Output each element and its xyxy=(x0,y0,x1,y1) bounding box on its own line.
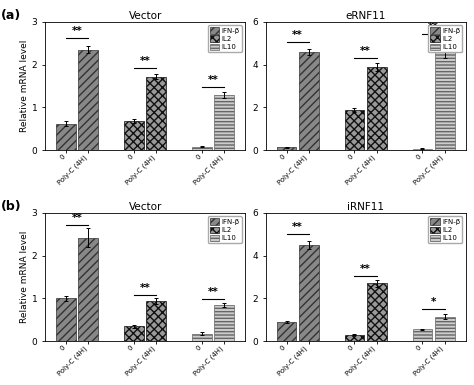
Text: **: ** xyxy=(292,223,303,233)
Legend: IFN-β, IL2, IL10: IFN-β, IL2, IL10 xyxy=(208,216,242,243)
Text: **: ** xyxy=(140,283,151,293)
Bar xyxy=(412,330,432,341)
Title: iRNF11: iRNF11 xyxy=(347,202,384,212)
Bar xyxy=(277,147,296,150)
Bar xyxy=(299,52,319,150)
Text: (a): (a) xyxy=(1,9,21,22)
Text: **: ** xyxy=(360,264,371,274)
Bar xyxy=(345,110,365,150)
Bar xyxy=(192,147,212,150)
Bar xyxy=(78,238,98,341)
Text: **: ** xyxy=(292,30,303,40)
Legend: IFN-β, IL2, IL10: IFN-β, IL2, IL10 xyxy=(428,25,462,52)
Legend: IFN-β, IL2, IL10: IFN-β, IL2, IL10 xyxy=(428,216,462,243)
Bar xyxy=(192,333,212,341)
Text: **: ** xyxy=(72,26,82,36)
Text: **: ** xyxy=(72,213,82,223)
Title: eRNF11: eRNF11 xyxy=(346,11,386,21)
Text: **: ** xyxy=(208,287,219,297)
Bar xyxy=(124,121,144,150)
Y-axis label: Relative mRNA level: Relative mRNA level xyxy=(20,231,29,323)
Text: **: ** xyxy=(208,75,219,85)
Bar xyxy=(78,50,98,150)
Bar xyxy=(214,95,234,150)
Bar xyxy=(412,149,432,150)
Bar xyxy=(56,298,76,341)
Bar xyxy=(435,49,455,150)
Text: (b): (b) xyxy=(1,200,22,213)
Text: **: ** xyxy=(360,46,371,56)
Bar xyxy=(435,316,455,341)
Bar xyxy=(56,124,76,150)
Bar xyxy=(214,305,234,341)
Text: **: ** xyxy=(428,22,439,32)
Bar xyxy=(146,77,166,150)
Bar xyxy=(367,283,387,341)
Bar xyxy=(146,301,166,341)
Legend: IFN-β, IL2, IL10: IFN-β, IL2, IL10 xyxy=(208,25,242,52)
Bar xyxy=(299,245,319,341)
Text: **: ** xyxy=(140,56,151,65)
Title: Vector: Vector xyxy=(128,11,162,21)
Bar xyxy=(277,322,296,341)
Title: Vector: Vector xyxy=(128,202,162,212)
Bar xyxy=(345,335,365,341)
Bar xyxy=(124,326,144,341)
Y-axis label: Relative mRNA level: Relative mRNA level xyxy=(20,40,29,132)
Text: *: * xyxy=(431,297,436,307)
Bar xyxy=(367,67,387,150)
